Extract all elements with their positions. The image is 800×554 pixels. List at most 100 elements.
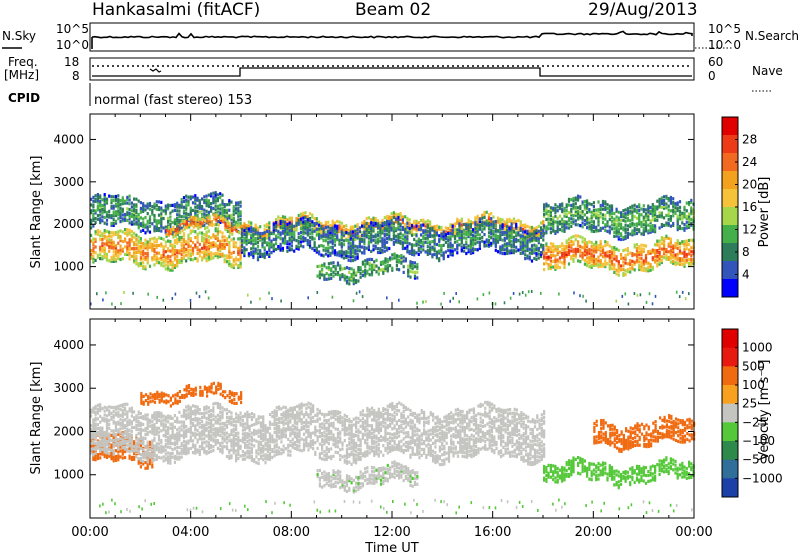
- echo-cell: [635, 258, 639, 262]
- echo-cell: [318, 220, 321, 224]
- echo-cell: [151, 399, 154, 403]
- echo-cell: [406, 218, 409, 222]
- echo-cell: [333, 249, 337, 253]
- echo-cell: [336, 238, 339, 242]
- echo-cell: [644, 219, 648, 223]
- echo-cell: [320, 226, 323, 230]
- echo-cell: [629, 232, 632, 236]
- echo-cell: [164, 240, 167, 244]
- echo-cell: [622, 209, 625, 213]
- echo-cell: [221, 244, 224, 249]
- echo-cell: [617, 273, 620, 277]
- echo-cell: [554, 254, 557, 258]
- echo-cell: [94, 412, 97, 416]
- echo-cell: [99, 442, 102, 446]
- echo-cell: [366, 269, 369, 273]
- echo-cell: [463, 245, 466, 249]
- echo-cell: [153, 236, 156, 240]
- echo-cell: [304, 219, 307, 223]
- echo-cell: [212, 191, 215, 195]
- echo-cell: [615, 224, 618, 229]
- echo-cell: [162, 209, 165, 213]
- echo-cell: [164, 231, 167, 235]
- echo-cell: [577, 249, 580, 253]
- echo-cell: [187, 235, 190, 239]
- echo-cell: [185, 217, 188, 221]
- echo-cell: [128, 211, 131, 215]
- echo-cell: [476, 231, 479, 235]
- echo-cell: [481, 213, 484, 217]
- echo-cell: [237, 250, 240, 254]
- echo-cell: [528, 238, 531, 242]
- echo-cell: [112, 244, 115, 248]
- echo-cell: [490, 241, 493, 245]
- echo-cell: [644, 208, 648, 212]
- echo-cell: [232, 250, 235, 254]
- echo-cell: [644, 225, 648, 229]
- echo-cell: [554, 229, 557, 234]
- echo-cell: [146, 242, 149, 246]
- echo-cell: [108, 452, 111, 456]
- echo-cell: [433, 239, 436, 243]
- echo-cell: [651, 208, 654, 212]
- echo-cell: [94, 428, 97, 432]
- echo-cell: [649, 226, 652, 231]
- echo-cell: [386, 221, 389, 225]
- echo-cell: [499, 247, 502, 251]
- echo-cell: [656, 207, 659, 211]
- echo-cell: [361, 295, 364, 299]
- echo-cell: [398, 268, 401, 272]
- echo-cell: [173, 256, 176, 260]
- echo-cell: [290, 225, 293, 229]
- echo-cell: [126, 245, 129, 249]
- echo-cell: [157, 200, 161, 204]
- echo-cell: [530, 247, 534, 252]
- echo-cell: [508, 241, 511, 245]
- echo-cell: [401, 237, 404, 241]
- echo-cell: [672, 250, 675, 254]
- echo-cell: [570, 211, 573, 215]
- echo-cell: [631, 204, 634, 208]
- echo-cell: [205, 253, 208, 257]
- echo-cell: [647, 250, 650, 254]
- echo-cell: [228, 216, 231, 220]
- echo-cell: [433, 230, 436, 234]
- echo-cell: [570, 255, 573, 259]
- echo-cell: [190, 387, 193, 391]
- echo-cell: [608, 208, 611, 212]
- echo-cell: [608, 217, 611, 222]
- echo-cell: [105, 235, 109, 239]
- echo-cell: [133, 455, 136, 459]
- echo-cell: [567, 241, 571, 245]
- echo-cell: [358, 239, 361, 243]
- echo-cell: [669, 197, 672, 201]
- echo-cell: [395, 214, 398, 218]
- echo-cell: [108, 194, 111, 198]
- echo-cell: [103, 436, 106, 440]
- echo-cell: [574, 198, 577, 202]
- echo-cell: [124, 212, 127, 217]
- echo-cell: [206, 386, 209, 390]
- echo-cell: [221, 207, 224, 211]
- echo-cell: [270, 231, 273, 236]
- echo-cell: [302, 222, 305, 226]
- echo-cell: [469, 229, 472, 233]
- echo-cell: [133, 222, 136, 226]
- echo-cell: [572, 248, 575, 252]
- echo-cell: [429, 224, 432, 228]
- echo-cell: [201, 389, 204, 393]
- echo-cell: [617, 263, 620, 268]
- echo-cell: [552, 225, 555, 229]
- echo-cell: [690, 200, 693, 204]
- echo-cell: [465, 236, 468, 240]
- echo-cell: [185, 208, 188, 212]
- echo-cell: [299, 234, 303, 238]
- echo-cell: [388, 229, 391, 233]
- echo-cell: [185, 247, 188, 251]
- echo-cell: [376, 241, 380, 245]
- echo-cell: [586, 216, 589, 220]
- echo-cell: [108, 448, 111, 452]
- echo-cell: [190, 391, 193, 395]
- echo-cell: [281, 220, 284, 224]
- echo-cell: [215, 213, 218, 217]
